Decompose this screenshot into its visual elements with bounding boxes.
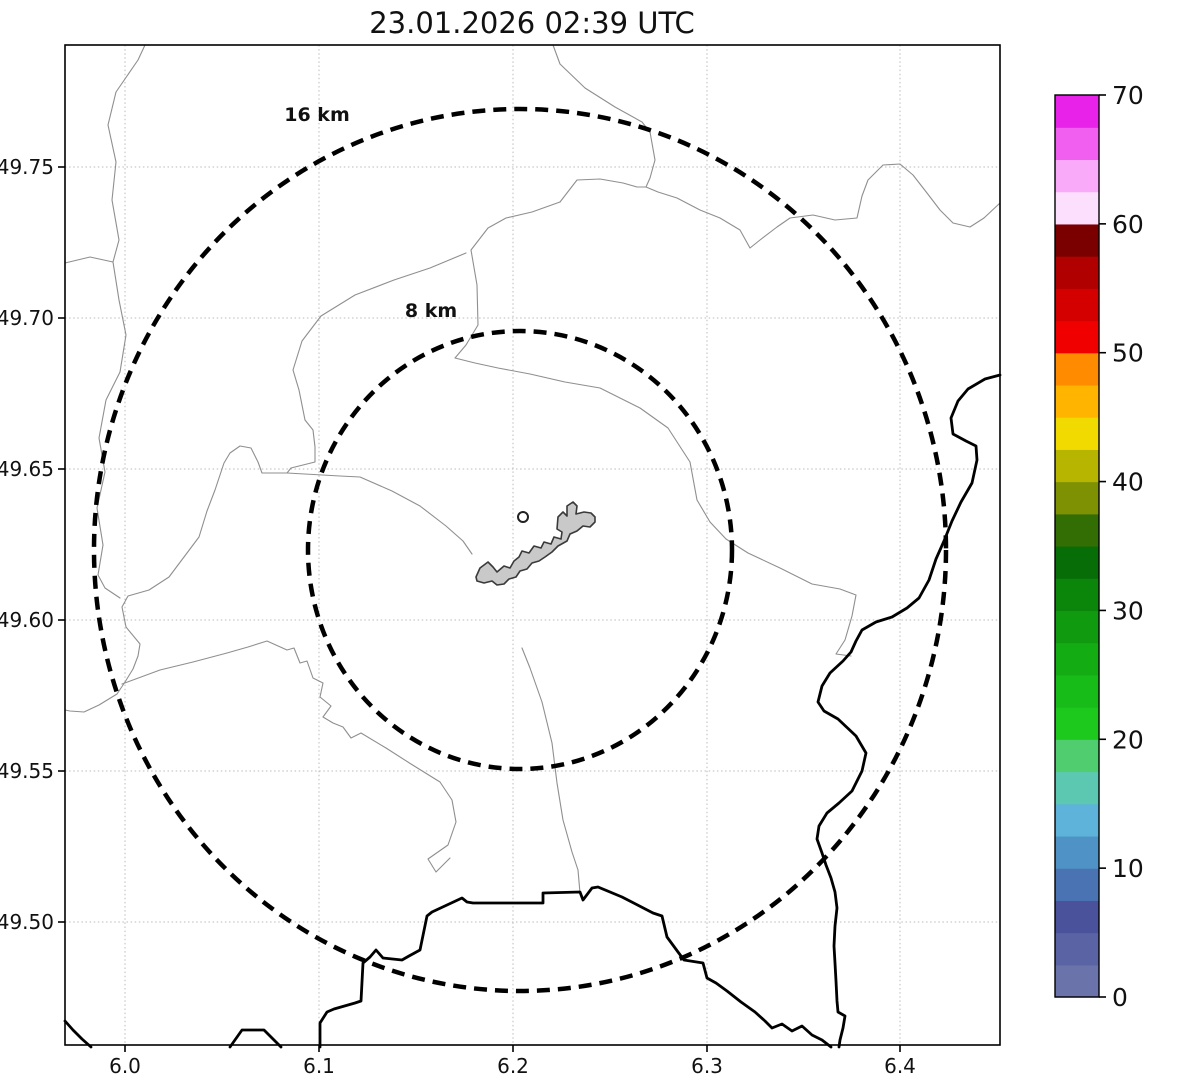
colorbar-segment (1055, 513, 1099, 547)
colorbar-tick-label: 0 (1112, 983, 1128, 1012)
gridlines (65, 45, 1000, 1045)
river-line (64, 252, 467, 713)
colorbar-segment (1055, 256, 1099, 289)
range-ring-label-16km: 16 km (284, 104, 350, 126)
colorbar-segment (1055, 159, 1099, 193)
colorbar-segment (1055, 900, 1099, 934)
colorbar-tick-label: 40 (1112, 468, 1144, 497)
colorbar-segment (1055, 481, 1099, 515)
river-line (521, 647, 581, 894)
colorbar-segment (1055, 320, 1099, 354)
river-line (64, 256, 114, 264)
colorbar-segment (1055, 803, 1099, 837)
colorbar-segment (1055, 223, 1099, 257)
colorbar-segment (1055, 610, 1099, 644)
country-border (815, 373, 1002, 1049)
colorbar-outline (1054, 94, 1100, 998)
colorbar-segment (1055, 835, 1099, 869)
y-tick-label: 49.65 (0, 457, 54, 481)
colorbar-segment (1055, 449, 1099, 483)
colorbar-segment (1055, 932, 1099, 966)
river-line (552, 44, 656, 188)
x-tick-label: 6.2 (497, 1054, 529, 1078)
urban-area-polygon (475, 501, 596, 586)
colorbar-segment (1055, 771, 1099, 805)
axis-ticks: 6.0 6.1 6.2 6.3 6.4 49.75 49.70 49.65 49.60 49.55… (0, 155, 916, 1078)
river-line (286, 472, 473, 555)
country-border-lines (63, 373, 1002, 1049)
colorbar-segment (1055, 546, 1099, 579)
river-line (559, 163, 1001, 249)
country-border (228, 1028, 283, 1049)
colorbar-tick-label: 20 (1112, 725, 1144, 754)
river-lines (64, 44, 1001, 894)
range-ring-16km (91, 106, 949, 994)
colorbar-tick-label: 60 (1112, 210, 1144, 239)
colorbar-segment (1055, 127, 1099, 161)
x-tick-label: 6.3 (691, 1054, 723, 1078)
radar-site-marker (517, 511, 529, 523)
axes-frame (64, 44, 1001, 1046)
colorbar-tick-label: 70 (1112, 81, 1144, 110)
colorbar-segment (1055, 384, 1099, 418)
colorbar-tick-label: 10 (1112, 854, 1144, 883)
colorbar-segment (1055, 95, 1099, 128)
y-tick-label: 49.50 (0, 910, 54, 934)
range-ring-8km (305, 328, 735, 772)
river-line (96, 44, 146, 599)
range-ring-label-8km: 8 km (405, 300, 457, 322)
y-tick-label: 49.60 (0, 608, 54, 632)
y-tick-label: 49.70 (0, 306, 54, 330)
x-tick-label: 6.1 (303, 1054, 335, 1078)
colorbar-segment (1055, 739, 1099, 773)
colorbar-segment (1055, 191, 1099, 225)
colorbar-tick-label: 30 (1112, 596, 1144, 625)
colorbar-segment (1055, 964, 1099, 998)
colorbar-segment (1055, 707, 1099, 740)
country-border (63, 1019, 93, 1049)
colorbar-segment (1055, 642, 1099, 676)
colorbar-segment (1055, 578, 1099, 612)
colorbar-segment (1055, 288, 1099, 322)
range-rings (91, 106, 949, 994)
country-border (318, 885, 833, 1049)
colorbar-segment (1055, 417, 1099, 450)
x-tick-label: 6.4 (884, 1054, 916, 1078)
colorbar-tick-label: 50 (1112, 339, 1144, 368)
colorbar-segment (1055, 674, 1099, 708)
colorbar: 0 10 20 30 40 50 60 70 (1054, 81, 1144, 1012)
colorbar-segment (1055, 352, 1099, 386)
urban-area (475, 501, 596, 586)
x-tick-label: 6.0 (109, 1054, 141, 1078)
river-line (454, 201, 857, 657)
y-tick-label: 49.55 (0, 759, 54, 783)
y-tick-label: 49.75 (0, 155, 54, 179)
plot-title: 23.01.2026 02:39 UTC (369, 6, 695, 40)
river-line (121, 640, 457, 873)
colorbar-segment (1055, 868, 1099, 901)
